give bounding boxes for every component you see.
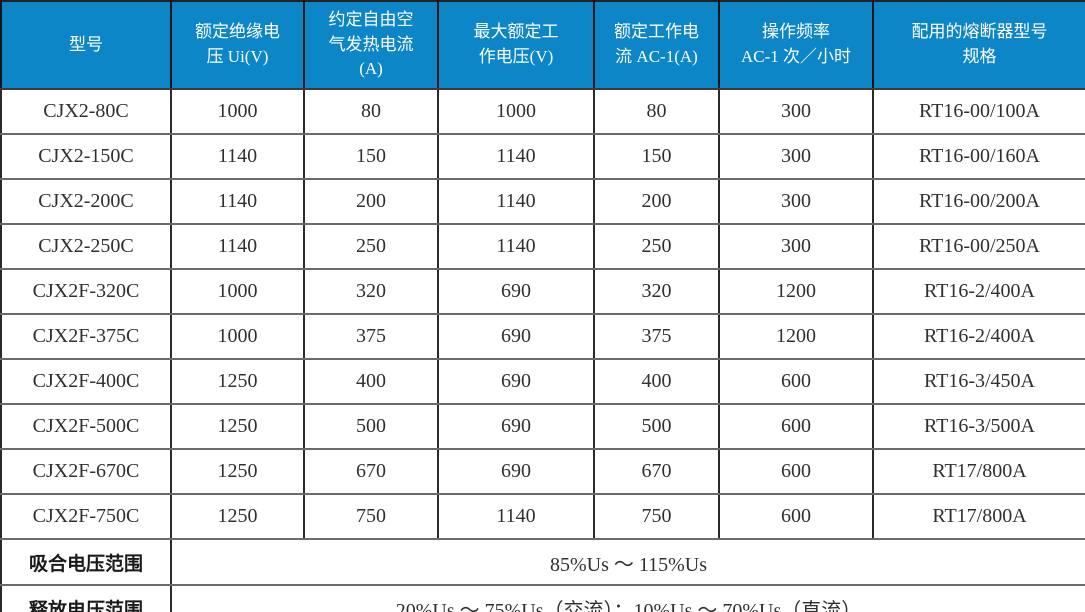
header-max-operating-voltage: 最大额定工 作电压(V) xyxy=(437,1,595,90)
cell-op-frequency: 600 xyxy=(718,493,874,540)
header-fuse-spec: 配用的熔断器型号 规格 xyxy=(872,1,1085,90)
cell-thermal-current: 500 xyxy=(303,403,439,450)
table-row: CJX2-250C 1140 250 1140 250 300 RT16-00/… xyxy=(0,223,1085,270)
cell-thermal-current: 150 xyxy=(303,133,439,180)
cell-thermal-current: 670 xyxy=(303,448,439,495)
cell-model: CJX2F-500C xyxy=(0,403,172,450)
cell-max-voltage: 1140 xyxy=(437,178,595,225)
cell-insulation-voltage: 1000 xyxy=(170,268,305,315)
cell-insulation-voltage: 1250 xyxy=(170,403,305,450)
release-voltage-value: 20%Us ～ 75%Us（交流）；10%Us ～ 70%Us（直流） xyxy=(170,584,1085,612)
table-row: CJX2F-320C 1000 320 690 320 1200 RT16-2/… xyxy=(0,268,1085,315)
table-row: CJX2F-750C 1250 750 1140 750 600 RT17/80… xyxy=(0,493,1085,540)
cell-op-frequency: 1200 xyxy=(718,268,874,315)
cell-ac1-current: 375 xyxy=(593,313,720,360)
cell-ac1-current: 80 xyxy=(593,88,720,135)
cell-model: CJX2-150C xyxy=(0,133,172,180)
cell-model: CJX2F-320C xyxy=(0,268,172,315)
cell-op-frequency: 300 xyxy=(718,133,874,180)
cell-model: CJX2F-375C xyxy=(0,313,172,360)
cell-op-frequency: 600 xyxy=(718,403,874,450)
cell-ac1-current: 320 xyxy=(593,268,720,315)
cell-insulation-voltage: 1140 xyxy=(170,133,305,180)
cell-max-voltage: 1140 xyxy=(437,493,595,540)
header-operating-frequency: 操作频率 AC-1 次／小时 xyxy=(718,1,874,90)
table-row: CJX2-200C 1140 200 1140 200 300 RT16-00/… xyxy=(0,178,1085,225)
release-voltage-label: 释放电压范围 xyxy=(0,584,172,612)
cell-fuse-spec: RT16-3/450A xyxy=(872,358,1085,405)
cell-fuse-spec: RT16-3/500A xyxy=(872,403,1085,450)
cell-ac1-current: 500 xyxy=(593,403,720,450)
header-rated-operating-current-ac1: 额定工作电 流 AC-1(A) xyxy=(593,1,720,90)
cell-ac1-current: 750 xyxy=(593,493,720,540)
cell-insulation-voltage: 1250 xyxy=(170,448,305,495)
cell-max-voltage: 1140 xyxy=(437,133,595,180)
header-rated-insulation-voltage: 额定绝缘电 压 Ui(V) xyxy=(170,1,305,90)
cell-max-voltage: 1000 xyxy=(437,88,595,135)
cell-model: CJX2F-400C xyxy=(0,358,172,405)
cell-model: CJX2F-670C xyxy=(0,448,172,495)
cell-insulation-voltage: 1000 xyxy=(170,313,305,360)
cell-fuse-spec: RT17/800A xyxy=(872,493,1085,540)
cell-thermal-current: 400 xyxy=(303,358,439,405)
cell-op-frequency: 300 xyxy=(718,178,874,225)
cell-thermal-current: 200 xyxy=(303,178,439,225)
cell-fuse-spec: RT16-00/250A xyxy=(872,223,1085,270)
cell-ac1-current: 250 xyxy=(593,223,720,270)
cell-max-voltage: 690 xyxy=(437,268,595,315)
cell-fuse-spec: RT16-00/200A xyxy=(872,178,1085,225)
cell-ac1-current: 200 xyxy=(593,178,720,225)
cell-model: CJX2F-750C xyxy=(0,493,172,540)
cell-thermal-current: 375 xyxy=(303,313,439,360)
table-row: CJX2F-500C 1250 500 690 500 600 RT16-3/5… xyxy=(0,403,1085,450)
cell-max-voltage: 690 xyxy=(437,358,595,405)
header-row: 型号 额定绝缘电 压 Ui(V) 约定自由空 气发热电流 (A) 最大额定工 作… xyxy=(0,1,1085,90)
table-row: CJX2-150C 1140 150 1140 150 300 RT16-00/… xyxy=(0,133,1085,180)
table-row: CJX2-80C 1000 80 1000 80 300 RT16-00/100… xyxy=(0,88,1085,135)
cell-max-voltage: 690 xyxy=(437,448,595,495)
cell-op-frequency: 300 xyxy=(718,88,874,135)
cell-model: CJX2-80C xyxy=(0,88,172,135)
cell-op-frequency: 300 xyxy=(718,223,874,270)
pickup-voltage-row: 吸合电压范围 85%Us ～ 115%Us xyxy=(0,538,1085,586)
cell-thermal-current: 750 xyxy=(303,493,439,540)
cell-op-frequency: 1200 xyxy=(718,313,874,360)
cell-ac1-current: 670 xyxy=(593,448,720,495)
pickup-voltage-label: 吸合电压范围 xyxy=(0,538,172,586)
table-row: CJX2F-375C 1000 375 690 375 1200 RT16-2/… xyxy=(0,313,1085,360)
cell-fuse-spec: RT16-00/160A xyxy=(872,133,1085,180)
cell-thermal-current: 320 xyxy=(303,268,439,315)
pickup-voltage-value: 85%Us ～ 115%Us xyxy=(170,538,1085,586)
cell-fuse-spec: RT16-2/400A xyxy=(872,268,1085,315)
cell-fuse-spec: RT16-2/400A xyxy=(872,313,1085,360)
cell-thermal-current: 80 xyxy=(303,88,439,135)
header-model: 型号 xyxy=(0,1,172,90)
cell-op-frequency: 600 xyxy=(718,448,874,495)
cell-insulation-voltage: 1140 xyxy=(170,223,305,270)
cell-fuse-spec: RT16-00/100A xyxy=(872,88,1085,135)
cell-model: CJX2-200C xyxy=(0,178,172,225)
cell-ac1-current: 400 xyxy=(593,358,720,405)
cell-insulation-voltage: 1250 xyxy=(170,358,305,405)
table-row: CJX2F-670C 1250 670 690 670 600 RT17/800… xyxy=(0,448,1085,495)
cell-max-voltage: 1140 xyxy=(437,223,595,270)
header-conventional-thermal-current: 约定自由空 气发热电流 (A) xyxy=(303,1,439,90)
cell-model: CJX2-250C xyxy=(0,223,172,270)
cell-fuse-spec: RT17/800A xyxy=(872,448,1085,495)
cell-op-frequency: 600 xyxy=(718,358,874,405)
cell-insulation-voltage: 1250 xyxy=(170,493,305,540)
cell-insulation-voltage: 1000 xyxy=(170,88,305,135)
cell-insulation-voltage: 1140 xyxy=(170,178,305,225)
table-row: CJX2F-400C 1250 400 690 400 600 RT16-3/4… xyxy=(0,358,1085,405)
cell-thermal-current: 250 xyxy=(303,223,439,270)
cell-ac1-current: 150 xyxy=(593,133,720,180)
release-voltage-row: 释放电压范围 20%Us ～ 75%Us（交流）；10%Us ～ 70%Us（直… xyxy=(0,584,1085,612)
cell-max-voltage: 690 xyxy=(437,313,595,360)
cell-max-voltage: 690 xyxy=(437,403,595,450)
